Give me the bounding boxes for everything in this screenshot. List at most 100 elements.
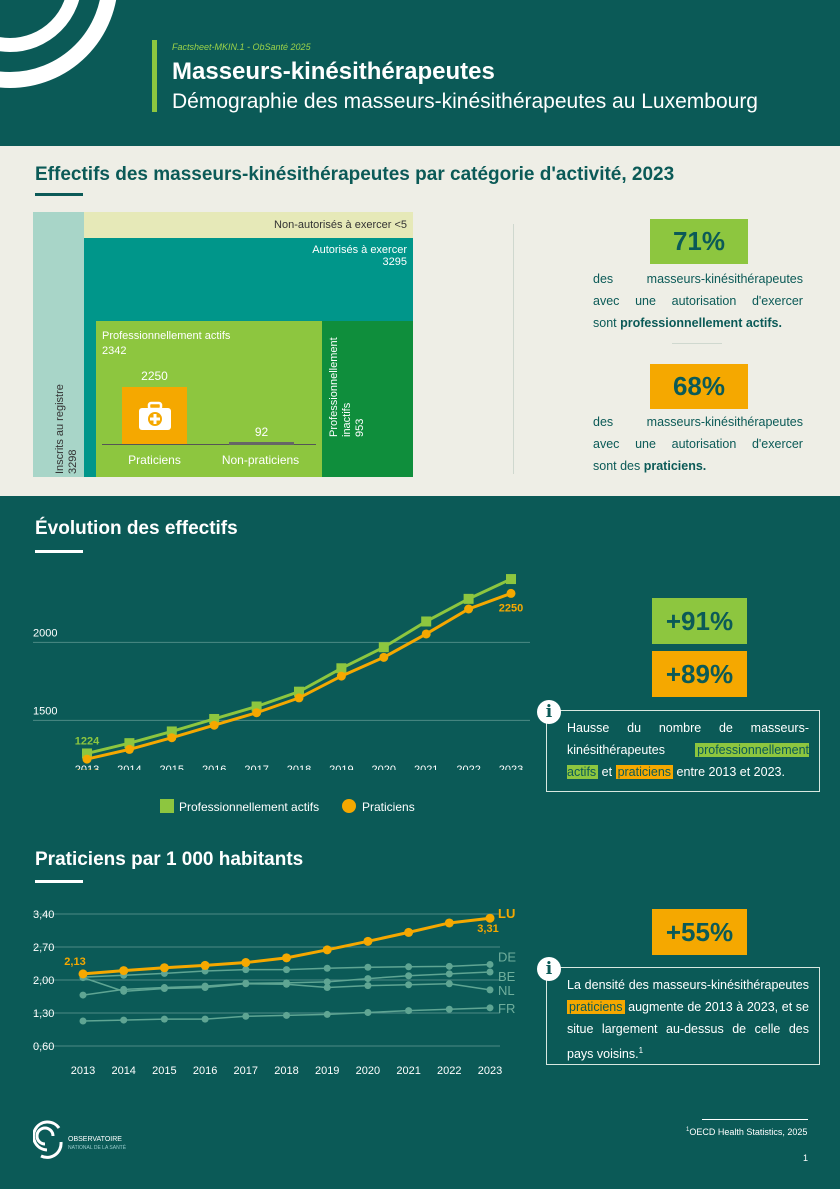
data-point-fr bbox=[283, 1011, 290, 1019]
decorative-arcs-icon bbox=[0, 0, 117, 88]
series-line-praticiens bbox=[86, 591, 512, 761]
data-point-be bbox=[79, 991, 87, 999]
data-point-praticiens bbox=[506, 588, 516, 598]
header-accent-bar bbox=[152, 40, 157, 112]
data-point-fr bbox=[160, 1015, 168, 1023]
box-autorises: Autorisés à exercer 3295 Professionnelle… bbox=[84, 238, 413, 477]
divider bbox=[513, 224, 514, 474]
non-praticiens-value: 92 bbox=[254, 425, 269, 439]
data-point-actifs bbox=[294, 686, 304, 697]
data-point-actifs bbox=[336, 663, 347, 674]
stat2-line2: avec une autorisation d'exercer bbox=[593, 433, 803, 455]
data-point-fr bbox=[120, 1016, 128, 1024]
x-tick-label: 2022 bbox=[437, 1065, 461, 1077]
x-tick-label: 2014 bbox=[111, 1065, 135, 1077]
stat-densite-growth: +55% bbox=[652, 909, 747, 955]
x-tick-label: 2021 bbox=[396, 1065, 420, 1077]
x-tick-label: 2014 bbox=[117, 764, 141, 770]
logo-subtext: NATIONAL DE LA SANTÉ bbox=[68, 1145, 127, 1151]
header-meta: Factsheet-MKIN.1 - ObSanté 2025 bbox=[172, 42, 311, 52]
data-point-fr bbox=[201, 1015, 209, 1023]
stat-word: autorisation bbox=[671, 294, 737, 308]
info-icon: i bbox=[537, 700, 561, 724]
data-point-fr bbox=[79, 1017, 87, 1025]
non-praticiens-bar bbox=[229, 442, 294, 445]
y-tick-label: 2,00 bbox=[33, 975, 54, 987]
x-tick-label: 2019 bbox=[315, 1065, 339, 1077]
series-line-actifs bbox=[86, 577, 512, 755]
data-label: 2,13 bbox=[64, 956, 85, 968]
section2-title: Évolution des effectifs bbox=[35, 518, 238, 539]
praticiens-label: Praticiens bbox=[128, 453, 181, 467]
info-text-densite: La densité des masseurs-kinésithérapeute… bbox=[567, 978, 809, 1062]
x-tick-label: 2018 bbox=[274, 1065, 298, 1077]
data-point-praticiens bbox=[124, 744, 134, 754]
x-tick-label: 2021 bbox=[414, 764, 438, 770]
section3-underline bbox=[35, 880, 83, 883]
stat2-line3: sont des praticiens. bbox=[593, 459, 707, 473]
section-effectifs: Effectifs des masseurs-kinésithérapeutes… bbox=[0, 146, 840, 496]
data-point-nl bbox=[160, 984, 168, 992]
data-label: 3,31 bbox=[477, 923, 498, 935]
series-label-lu: LU bbox=[498, 906, 515, 921]
data-point-praticiens bbox=[336, 671, 346, 681]
stat-word: d'exercer bbox=[751, 294, 803, 308]
box-non-autorises: Non-autorisés à exercer <5 bbox=[84, 212, 413, 238]
data-point-be bbox=[405, 972, 413, 980]
data-point-be bbox=[323, 978, 331, 986]
stat2-line1: des masseurs-kinésithérapeutes bbox=[593, 411, 803, 433]
x-tick-label: 2019 bbox=[329, 764, 353, 770]
data-label: 2342 bbox=[499, 570, 523, 573]
x-tick-label: 2017 bbox=[234, 1065, 258, 1077]
data-point-actifs bbox=[421, 616, 432, 627]
x-tick-label: 2015 bbox=[160, 764, 184, 770]
x-tick-label: 2020 bbox=[356, 1065, 380, 1077]
stat-word: des bbox=[593, 272, 614, 286]
section1-title: Effectifs des masseurs-kinésithérapeutes… bbox=[35, 164, 675, 185]
box-inscrits: Non-autorisés à exercer <5 Autorisés à e… bbox=[33, 212, 413, 477]
data-point-fr bbox=[445, 1005, 453, 1013]
data-point-praticiens bbox=[167, 733, 177, 743]
stat-word: une bbox=[635, 294, 656, 308]
stat-word: des bbox=[593, 415, 614, 429]
legend-praticiens-swatch bbox=[342, 799, 356, 813]
data-label: 2250 bbox=[499, 602, 523, 614]
data-point-de bbox=[405, 963, 413, 971]
data-point-lu bbox=[404, 927, 414, 937]
data-point-nl bbox=[283, 980, 290, 988]
praticiens-value: 2250 bbox=[141, 369, 168, 383]
stat-word: masseurs-kinésithérapeutes bbox=[646, 272, 803, 286]
actifs-label: Professionnellement actifs 2342 bbox=[102, 330, 231, 357]
box-inactifs: Professionnellement inactifs 953 bbox=[322, 321, 413, 477]
stat1-line3: sont professionnellement actifs. bbox=[593, 316, 782, 330]
data-point-fr bbox=[364, 1009, 372, 1017]
stat-divider bbox=[672, 343, 722, 344]
stat-praticiens-pct: 68% bbox=[650, 364, 748, 409]
data-point-nl bbox=[486, 986, 494, 994]
data-point-nl bbox=[405, 981, 413, 989]
inscrits-label: Inscrits au registre 3298 bbox=[54, 384, 79, 474]
data-point-praticiens bbox=[421, 629, 431, 639]
data-point-de bbox=[486, 960, 494, 968]
data-point-praticiens bbox=[464, 604, 474, 614]
inactifs-label: Professionnellement inactifs 953 bbox=[328, 337, 366, 437]
data-point-de bbox=[364, 963, 372, 971]
stat-word: une bbox=[635, 437, 656, 451]
data-point-de bbox=[445, 962, 453, 970]
x-tick-label: 2015 bbox=[152, 1065, 176, 1077]
stat-word: avec bbox=[593, 294, 620, 308]
info-text-evolution: Hausse du nombre de masseurs-kinésithéra… bbox=[567, 721, 809, 779]
section3-title: Praticiens par 1 000 habitants bbox=[35, 849, 304, 870]
data-point-actifs bbox=[124, 738, 135, 749]
data-point-lu bbox=[241, 958, 251, 968]
data-point-fr bbox=[242, 1012, 250, 1020]
stat1-line2: avec une autorisation d'exercer bbox=[593, 290, 803, 312]
data-point-nl bbox=[120, 987, 128, 995]
data-point-praticiens bbox=[252, 708, 262, 718]
series-line-lu bbox=[82, 916, 491, 976]
series-label-nl: NL bbox=[498, 983, 515, 998]
data-point-nl bbox=[445, 980, 453, 988]
x-tick-label: 2017 bbox=[244, 764, 268, 770]
data-point-praticiens bbox=[209, 720, 219, 730]
stat-actifs-growth: +91% bbox=[652, 598, 747, 644]
